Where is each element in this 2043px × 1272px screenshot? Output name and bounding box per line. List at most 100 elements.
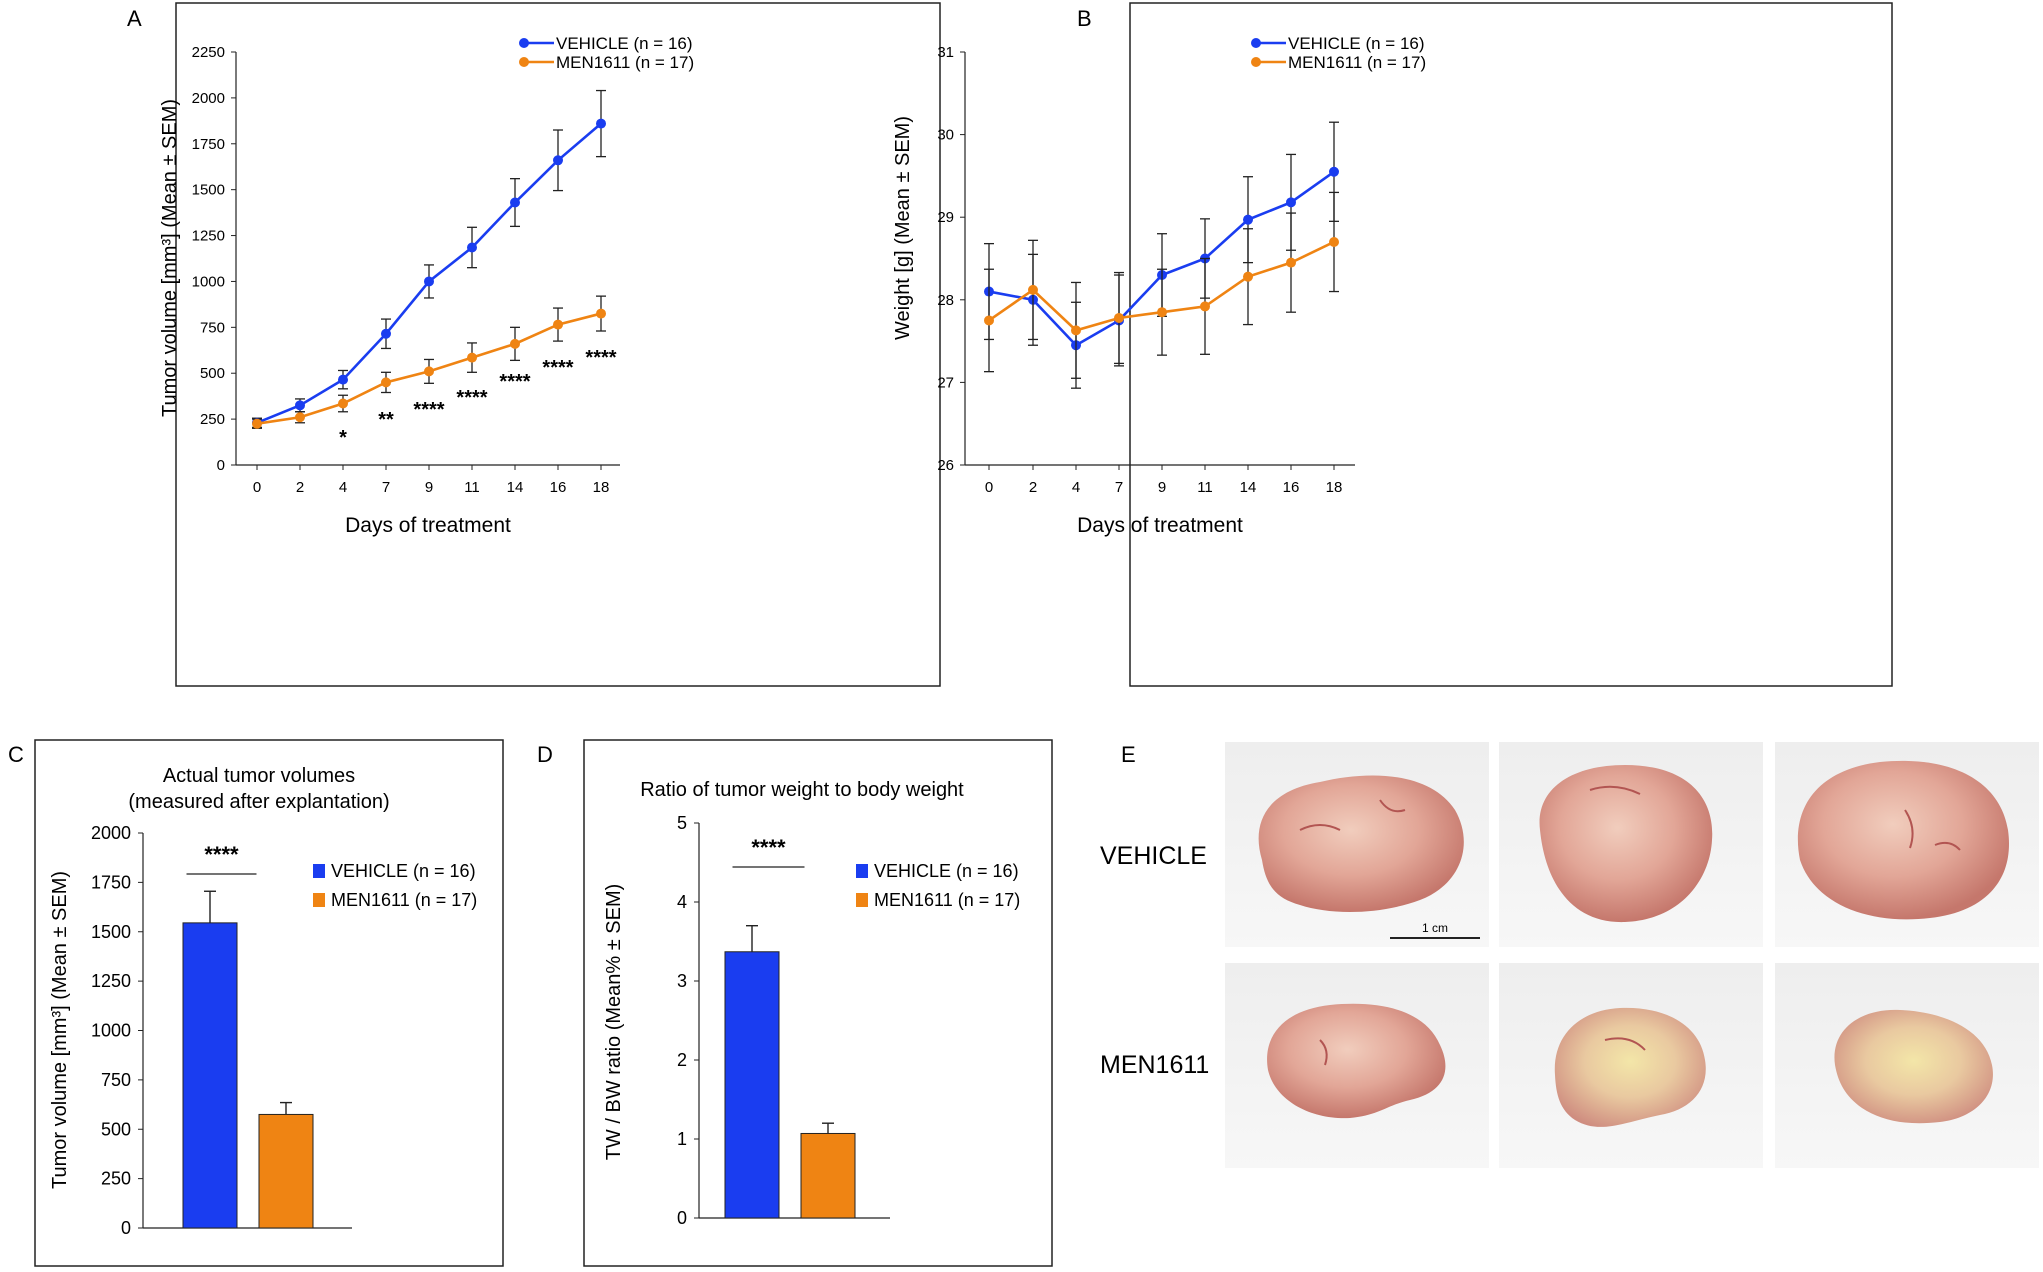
panel-label-e: E <box>1121 742 1136 767</box>
chart-d-y-label: TW / BW ratio (Mean% ± SEM) <box>603 884 625 1161</box>
scale-bar-label: 1 cm <box>1422 921 1448 935</box>
photo-panel: VEHICLE MEN1611 1 cm <box>1100 742 2039 1168</box>
chart-a-legend-label: MEN1611 (n = 17) <box>556 53 694 72</box>
chart-c-y-tick-label: 750 <box>101 1070 131 1090</box>
chart-c-title: Actual tumor volumes <box>163 765 355 787</box>
chart-a-point-vehicle <box>295 400 305 411</box>
chart-b-point-vehicle <box>1286 197 1296 208</box>
chart-b-y-tick-label: 28 <box>937 292 954 309</box>
chart-b: 26 27 28 29 30 31 0 2 4 7 9 11 14 16 18 Days of treatme… <box>892 34 1426 537</box>
chart-b-x-tick-label: 4 <box>1072 479 1080 496</box>
chart-d-significance: **** <box>751 835 786 860</box>
chart-a-x-tick-label: 11 <box>464 479 480 496</box>
chart-a-x-tick-label: 14 <box>507 479 524 496</box>
chart-a-y-tick-label: 2250 <box>192 44 225 61</box>
chart-d-y-tick-label: 4 <box>677 892 687 912</box>
chart-d-y-tick-label: 5 <box>677 813 687 833</box>
photo-vehicle-1 <box>1225 742 1489 947</box>
chart-a-point-men1611 <box>424 366 434 377</box>
panel-c-frame <box>34 739 504 1267</box>
chart-a-point-men1611 <box>295 412 305 423</box>
chart-a-x-tick-label: 7 <box>382 479 390 496</box>
chart-b-x-tick-label: 18 <box>1326 479 1343 496</box>
chart-a-significance: **** <box>585 347 616 369</box>
chart-a-point-men1611 <box>510 338 520 349</box>
chart-a-significance: * <box>339 427 347 449</box>
chart-c-subtitle: (measured after explantation) <box>128 791 389 813</box>
chart-a-y-tick-label: 0 <box>217 457 225 474</box>
panel-label-a: A <box>127 6 142 31</box>
chart-b-legend-label: MEN1611 (n = 17) <box>1288 53 1426 72</box>
photo-men1611-1 <box>1225 963 1489 1168</box>
chart-c-y-tick-label: 1750 <box>91 872 131 892</box>
chart-b-point-men1611 <box>1028 284 1038 295</box>
chart-c: Actual tumor volumes (measured after expl… <box>49 765 477 1238</box>
chart-a: 0 250 500 750 1000 1250 1500 1750 2000 2250 0 2 4 7 9 1… <box>159 34 694 537</box>
panel-label-b: B <box>1077 6 1092 31</box>
chart-d-y-tick-label: 2 <box>677 1050 687 1070</box>
chart-a-point-vehicle <box>338 374 348 385</box>
chart-d-legend-label: VEHICLE (n = 16) <box>874 861 1019 881</box>
chart-a-x-tick-label: 4 <box>339 479 347 496</box>
chart-b-point-men1611 <box>1286 257 1296 268</box>
chart-b-x-tick-label: 2 <box>1029 479 1037 496</box>
chart-b-point-men1611 <box>1157 307 1167 318</box>
chart-b-legend-marker <box>1251 38 1261 48</box>
chart-a-legend-label: VEHICLE (n = 16) <box>556 34 693 53</box>
chart-a-significance: **** <box>499 371 530 393</box>
chart-a-point-men1611 <box>338 398 348 409</box>
chart-a-point-vehicle <box>381 328 391 339</box>
chart-c-y-label: Tumor volume [mm³] (Mean ± SEM) <box>49 871 71 1189</box>
chart-b-x-tick-label: 14 <box>1240 479 1257 496</box>
photo-vehicle-3 <box>1775 742 2039 947</box>
panel-b-frame <box>1129 2 1893 687</box>
chart-c-legend-label: VEHICLE (n = 16) <box>331 861 476 881</box>
chart-b-legend-label: VEHICLE (n = 16) <box>1288 34 1425 53</box>
chart-b-point-men1611 <box>984 315 994 326</box>
chart-a-y-tick-label: 1750 <box>192 136 225 153</box>
chart-a-point-men1611 <box>553 319 563 330</box>
chart-b-point-men1611 <box>1114 312 1124 323</box>
chart-a-x-tick-label: 16 <box>550 479 567 496</box>
chart-c-y-tick-label: 2000 <box>91 823 131 843</box>
chart-b-legend-marker <box>1251 57 1261 67</box>
chart-a-legend-marker <box>519 57 529 67</box>
chart-c-y-tick-label: 250 <box>101 1169 131 1189</box>
chart-a-y-tick-label: 1000 <box>192 273 225 290</box>
chart-c-bar-vehicle <box>182 922 238 1229</box>
chart-a-x-label: Days of treatment <box>345 514 511 537</box>
chart-b-y-tick-label: 30 <box>937 127 954 144</box>
chart-a-y-tick-label: 750 <box>200 319 225 336</box>
chart-a-point-vehicle <box>510 197 520 208</box>
chart-a-y-label: Tumor volume [mm³] (Mean ± SEM) <box>159 99 181 417</box>
chart-d-y-tick-label: 1 <box>677 1129 687 1149</box>
photo-vehicle-2 <box>1499 742 1763 947</box>
chart-a-point-men1611 <box>252 418 262 429</box>
chart-d-title: Ratio of tumor weight to body weight <box>640 779 964 801</box>
chart-d-legend-label: MEN1611 (n = 17) <box>874 890 1020 910</box>
chart-b-point-men1611 <box>1200 301 1210 312</box>
chart-a-significance: **** <box>413 399 444 421</box>
chart-d-y-tick-label: 3 <box>677 971 687 991</box>
chart-b-x-tick-label: 11 <box>1197 479 1213 496</box>
chart-a-y-tick-label: 1250 <box>192 228 225 245</box>
chart-a-point-vehicle <box>553 155 563 166</box>
chart-a-significance: ** <box>378 409 394 431</box>
chart-c-y-tick-label: 0 <box>121 1218 131 1238</box>
chart-b-y-tick-label: 31 <box>937 44 954 61</box>
chart-d-legend-swatch <box>856 893 868 907</box>
chart-b-point-men1611 <box>1071 325 1081 336</box>
chart-b-point-men1611 <box>1329 236 1339 247</box>
chart-b-x-tick-label: 7 <box>1115 479 1123 496</box>
chart-a-point-men1611 <box>467 352 477 363</box>
chart-b-y-tick-label: 26 <box>937 457 954 474</box>
chart-d-bar-men1611 <box>800 1132 856 1219</box>
chart-a-point-vehicle <box>596 118 606 129</box>
panel-label-d: D <box>537 742 553 767</box>
chart-d: Ratio of tumor weight to body weight 0 1 2 3… <box>603 779 1020 1228</box>
chart-c-y-tick-label: 1250 <box>91 971 131 991</box>
chart-a-y-tick-label: 500 <box>200 365 225 382</box>
photo-men1611-3 <box>1775 963 2039 1168</box>
photo-row-label-vehicle: VEHICLE <box>1100 842 1207 870</box>
panel-a-frame <box>175 2 941 687</box>
